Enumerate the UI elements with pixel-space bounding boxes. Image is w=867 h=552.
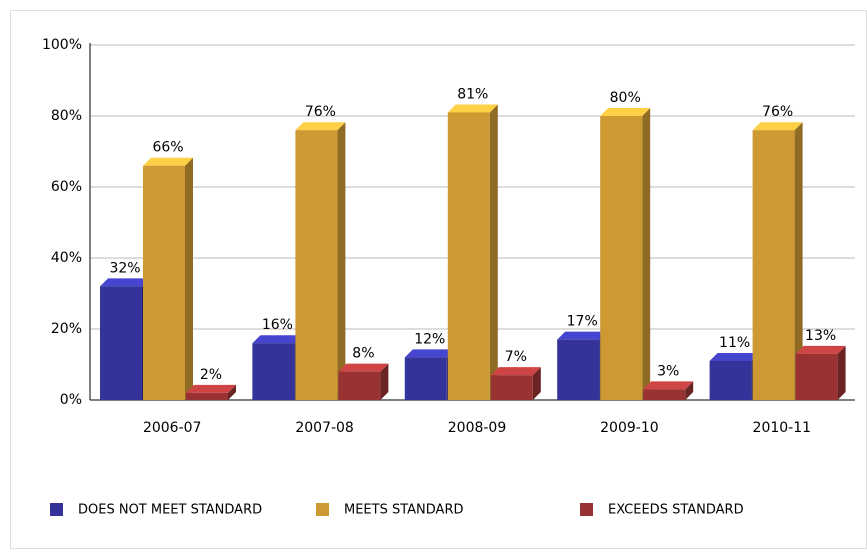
bar <box>752 130 795 400</box>
bar <box>100 286 142 400</box>
value-label: 12% <box>414 331 445 347</box>
value-label: 2% <box>200 367 222 383</box>
x-tick-label: 2009-10 <box>600 420 659 436</box>
bar-top <box>795 345 846 354</box>
bar <box>709 360 752 400</box>
bar-side <box>532 367 541 400</box>
bar-side <box>642 108 651 400</box>
bar-top <box>338 363 389 372</box>
bar-top <box>752 122 803 131</box>
y-tick-label: 100% <box>42 37 82 53</box>
bar <box>404 357 447 400</box>
bar-side <box>337 122 346 400</box>
bar-top <box>404 349 455 358</box>
bar <box>490 375 533 400</box>
value-label: 7% <box>505 349 527 365</box>
value-label: 76% <box>762 104 793 120</box>
x-tick-label: 2010-11 <box>753 420 812 436</box>
value-label: 17% <box>567 314 598 330</box>
bar <box>295 130 338 400</box>
bar <box>338 371 381 400</box>
bar <box>795 353 838 400</box>
bar-side <box>685 381 694 400</box>
legend-label: EXCEEDS STANDARD <box>608 503 744 518</box>
bar-top <box>709 352 760 361</box>
bar-top <box>186 384 236 393</box>
y-tick-label: 60% <box>51 179 82 195</box>
legend-swatch <box>50 503 63 516</box>
legend-label: MEETS STANDARD <box>344 503 464 518</box>
bar-side <box>837 345 846 400</box>
legend-swatch <box>580 503 593 516</box>
bar <box>143 165 185 400</box>
value-label: 81% <box>457 86 488 102</box>
y-tick-label: 20% <box>51 321 82 337</box>
bar <box>447 112 490 400</box>
value-label: 8% <box>352 346 374 362</box>
bar-side <box>380 363 389 400</box>
value-label: 80% <box>610 90 641 106</box>
x-tick-label: 2006-07 <box>143 420 202 436</box>
bar-top <box>143 157 193 166</box>
legend-label: DOES NOT MEET STANDARD <box>78 503 262 518</box>
value-label: 11% <box>719 335 750 351</box>
bar <box>252 343 295 400</box>
legend-swatch <box>316 503 329 516</box>
x-tick-label: 2007-08 <box>295 420 354 436</box>
bar-top <box>252 335 303 344</box>
value-label: 3% <box>657 363 679 379</box>
bar-side <box>185 157 193 400</box>
bar-side <box>794 122 803 400</box>
value-label: 32% <box>109 260 140 276</box>
bar-top <box>100 278 150 287</box>
y-tick-label: 0% <box>60 392 82 408</box>
bar-top <box>295 122 346 131</box>
value-label: 16% <box>262 317 293 333</box>
y-tick-label: 80% <box>51 108 82 124</box>
value-label: 13% <box>805 328 836 344</box>
value-label: 76% <box>305 104 336 120</box>
bar <box>186 392 228 400</box>
value-label: 66% <box>152 140 183 156</box>
bar-top <box>557 331 608 340</box>
bar-side <box>228 384 236 400</box>
bar-top <box>600 108 651 116</box>
bar-top <box>643 381 694 390</box>
bar-side <box>489 104 498 400</box>
bar-top <box>490 367 541 376</box>
bar <box>557 339 600 400</box>
x-tick-label: 2008-09 <box>448 420 507 436</box>
bar <box>600 116 643 400</box>
y-tick-label: 40% <box>51 250 82 266</box>
bar <box>643 389 686 400</box>
bar-top <box>447 104 498 113</box>
